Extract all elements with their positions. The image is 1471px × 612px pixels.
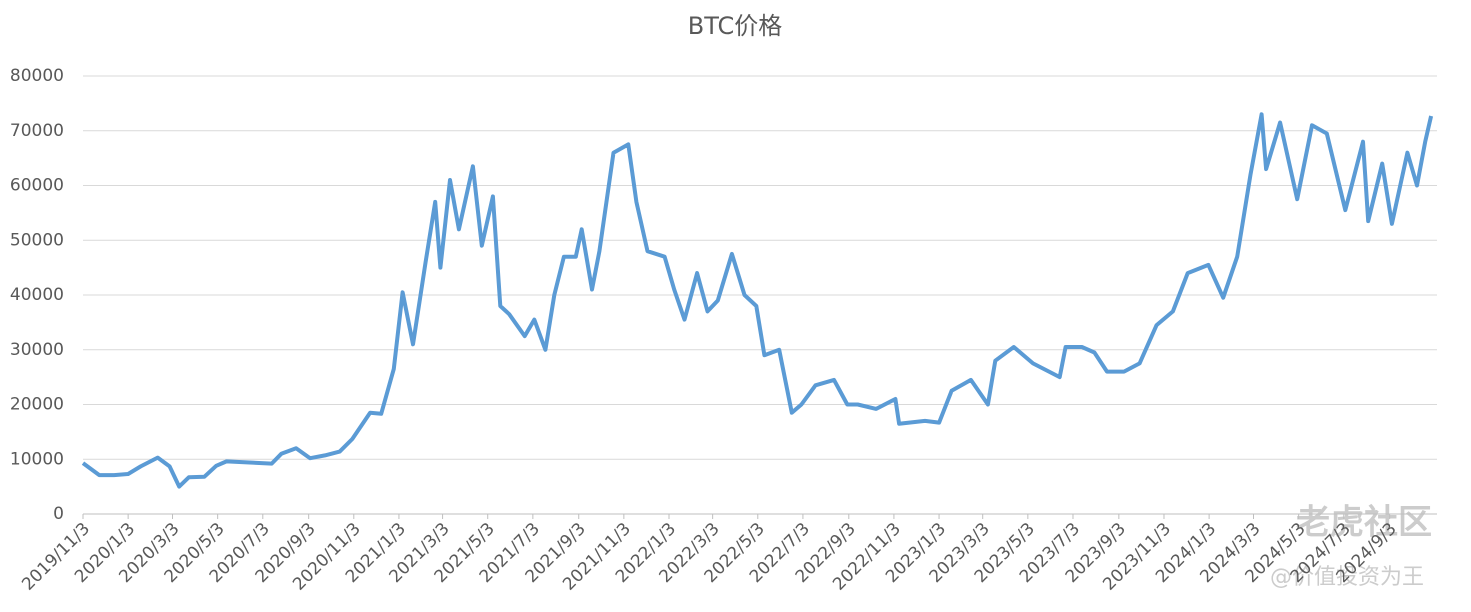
y-tick-label: 70000 — [10, 121, 64, 141]
y-tick-label: 20000 — [10, 395, 64, 415]
y-tick-label: 30000 — [10, 340, 64, 360]
chart-title: BTC价格 — [688, 12, 782, 40]
y-tick-label: 0 — [53, 504, 64, 524]
y-tick-label: 10000 — [10, 449, 64, 469]
y-tick-label: 40000 — [10, 285, 64, 305]
price-line — [81, 112, 1434, 489]
watermark: 老虎社区 — [1296, 503, 1432, 543]
y-tick-label: 60000 — [10, 176, 64, 196]
y-tick-label: 50000 — [10, 230, 64, 250]
y-tick-label: 80000 — [10, 66, 64, 86]
watermark-sub: @价值投资为王 — [1270, 565, 1424, 590]
